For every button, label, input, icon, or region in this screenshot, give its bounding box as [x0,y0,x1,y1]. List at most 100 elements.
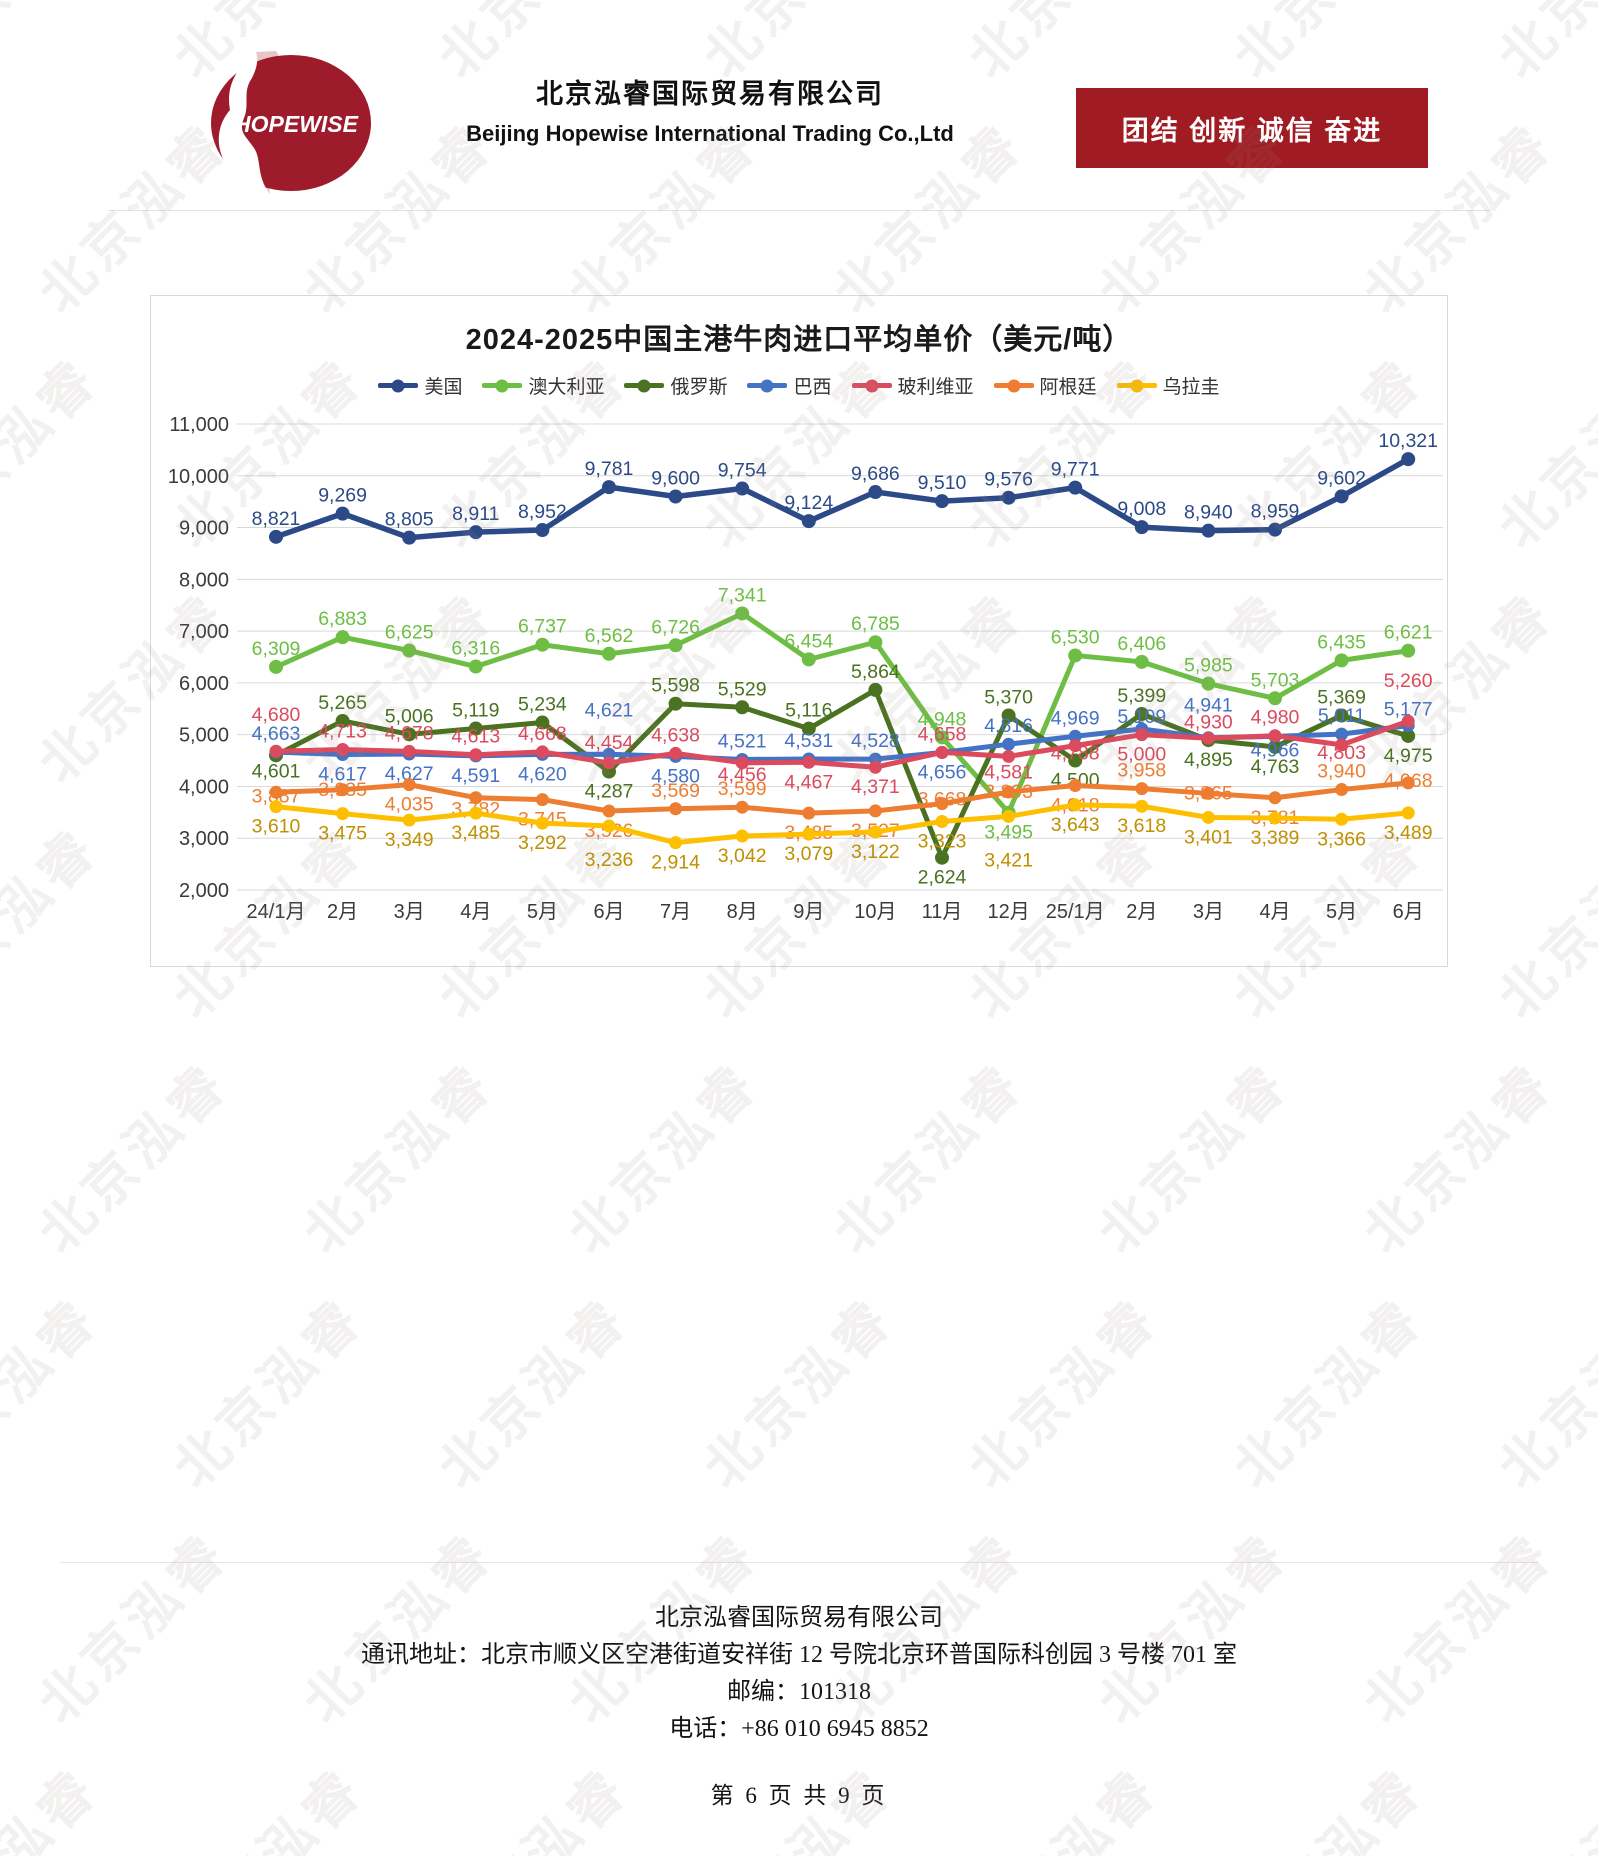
footer-address: 通讯地址：北京市顺义区空港街道安祥街 12 号院北京环普国际科创园 3 号楼 7… [361,1642,1237,1668]
series-line-俄罗斯 [273,687,1411,861]
series-line-阿根廷 [273,780,1411,816]
x-axis-tick: 6月 [593,901,624,923]
data-label: 4,895 [1184,749,1233,771]
watermark-text: 北京泓睿 [0,817,110,1030]
data-label: 3,495 [984,822,1033,844]
y-axis-tick: 4,000 [179,776,229,798]
data-label: 9,686 [851,463,900,485]
y-axis-tick: 10,000 [168,466,229,488]
x-axis-tick: 24/1月 [247,901,306,923]
y-axis-tick: 6,000 [179,673,229,695]
data-point [1068,480,1083,495]
data-label: 4,521 [718,730,767,752]
data-point [868,682,883,697]
data-point [602,804,616,818]
legend-label: 玻利维亚 [897,377,974,398]
data-label: 4,930 [1184,711,1233,733]
data-label: 3,887 [252,785,301,807]
data-label: 5,598 [651,675,700,697]
data-label: 3,893 [984,781,1033,803]
data-point [535,715,550,730]
y-axis-tick: 9,000 [179,518,229,540]
data-label: 9,576 [984,469,1033,491]
legend-item-阿根廷: 阿根廷 [993,372,1097,399]
data-label: 4,601 [252,760,301,782]
legend-item-俄罗斯: 俄罗斯 [624,372,727,399]
data-label: 4,658 [918,723,967,745]
data-label: 4,531 [784,730,833,752]
data-point [935,814,949,828]
data-point [868,825,882,839]
data-label: 3,610 [252,816,301,838]
watermark-text: 北京泓睿 [1222,1287,1435,1500]
x-axis-tick: 5月 [1326,901,1357,923]
data-point [1335,812,1349,826]
data-label: 4,980 [1251,707,1300,729]
x-axis-tick: 25/1月 [1046,901,1105,923]
data-point [802,755,816,769]
series-line-乌拉圭 [273,802,1411,846]
legend-marker-icon [624,379,665,392]
legend-marker-icon [1116,379,1157,392]
x-axis-tick: 6月 [1393,901,1424,923]
data-point [1135,782,1149,796]
data-label: 5,006 [385,705,434,727]
series-line-澳大利亚 [273,610,1411,816]
price-line-chart: 2,000 3,000 4,000 5,000 6,000 7,000 8,000 9,000… [168,414,1443,923]
company-name-en: Beijing Hopewise International Trading C… [466,121,954,146]
data-label: 5,177 [1384,699,1433,721]
data-point [269,785,283,799]
watermark-text: 北京泓睿 [427,1287,640,1500]
data-label: 9,510 [918,472,967,494]
data-label: 5,119 [452,700,499,722]
legend-marker-icon [378,379,419,392]
x-axis-tick: 2月 [1126,901,1157,923]
data-point [1201,523,1216,538]
hopewise-logo: HOPEWISE [211,51,371,194]
y-axis-tick: 3,000 [179,828,229,850]
legend-label: 澳大利亚 [528,377,605,398]
legend-label: 巴西 [793,377,832,398]
data-label: 9,771 [1051,459,1100,481]
footer-company: 北京泓睿国际贸易有限公司 [655,1605,943,1631]
watermark-text: 北京泓睿 [27,1052,240,1265]
data-label: 5,985 [1184,655,1233,677]
data-label: 6,530 [1051,626,1100,648]
data-point [935,797,949,811]
data-point [1268,739,1282,754]
data-label: 2,914 [651,852,700,874]
data-point [1002,749,1016,763]
data-label: 3,489 [1384,822,1433,844]
data-label: 4,035 [385,794,434,816]
data-point [1335,738,1349,752]
data-point [468,659,483,674]
data-label: 3,349 [385,829,434,851]
x-axis-tick: 11月 [922,901,963,923]
x-axis-tick: 8月 [727,901,758,923]
data-label: 4,668 [518,723,567,745]
data-label: 3,958 [1117,760,1166,782]
x-axis-tick: 2月 [327,901,358,923]
data-label: 6,454 [784,630,833,652]
data-label: 8,940 [1184,502,1233,524]
data-point [735,756,749,770]
data-point [1068,729,1082,743]
data-label: 3,236 [585,849,634,871]
data-point [802,827,816,841]
data-point [1334,708,1349,723]
chart-title: 2024-2025中国主港牛肉进口平均单价（美元/吨） [465,324,1133,356]
data-label: 4,763 [1251,756,1300,778]
data-point [535,523,550,538]
data-label: 3,042 [718,845,767,867]
data-label: 3,421 [984,849,1033,871]
data-label: 4,788 [1051,743,1100,765]
data-label: 9,124 [784,492,833,514]
data-label: 5,399 [1117,685,1166,707]
data-label: 4,638 [651,724,700,746]
data-point [1135,728,1149,742]
data-point [535,637,550,652]
header-divider [108,210,1490,211]
legend-label: 阿根廷 [1039,377,1097,398]
data-point [802,806,816,820]
data-point [402,778,416,792]
